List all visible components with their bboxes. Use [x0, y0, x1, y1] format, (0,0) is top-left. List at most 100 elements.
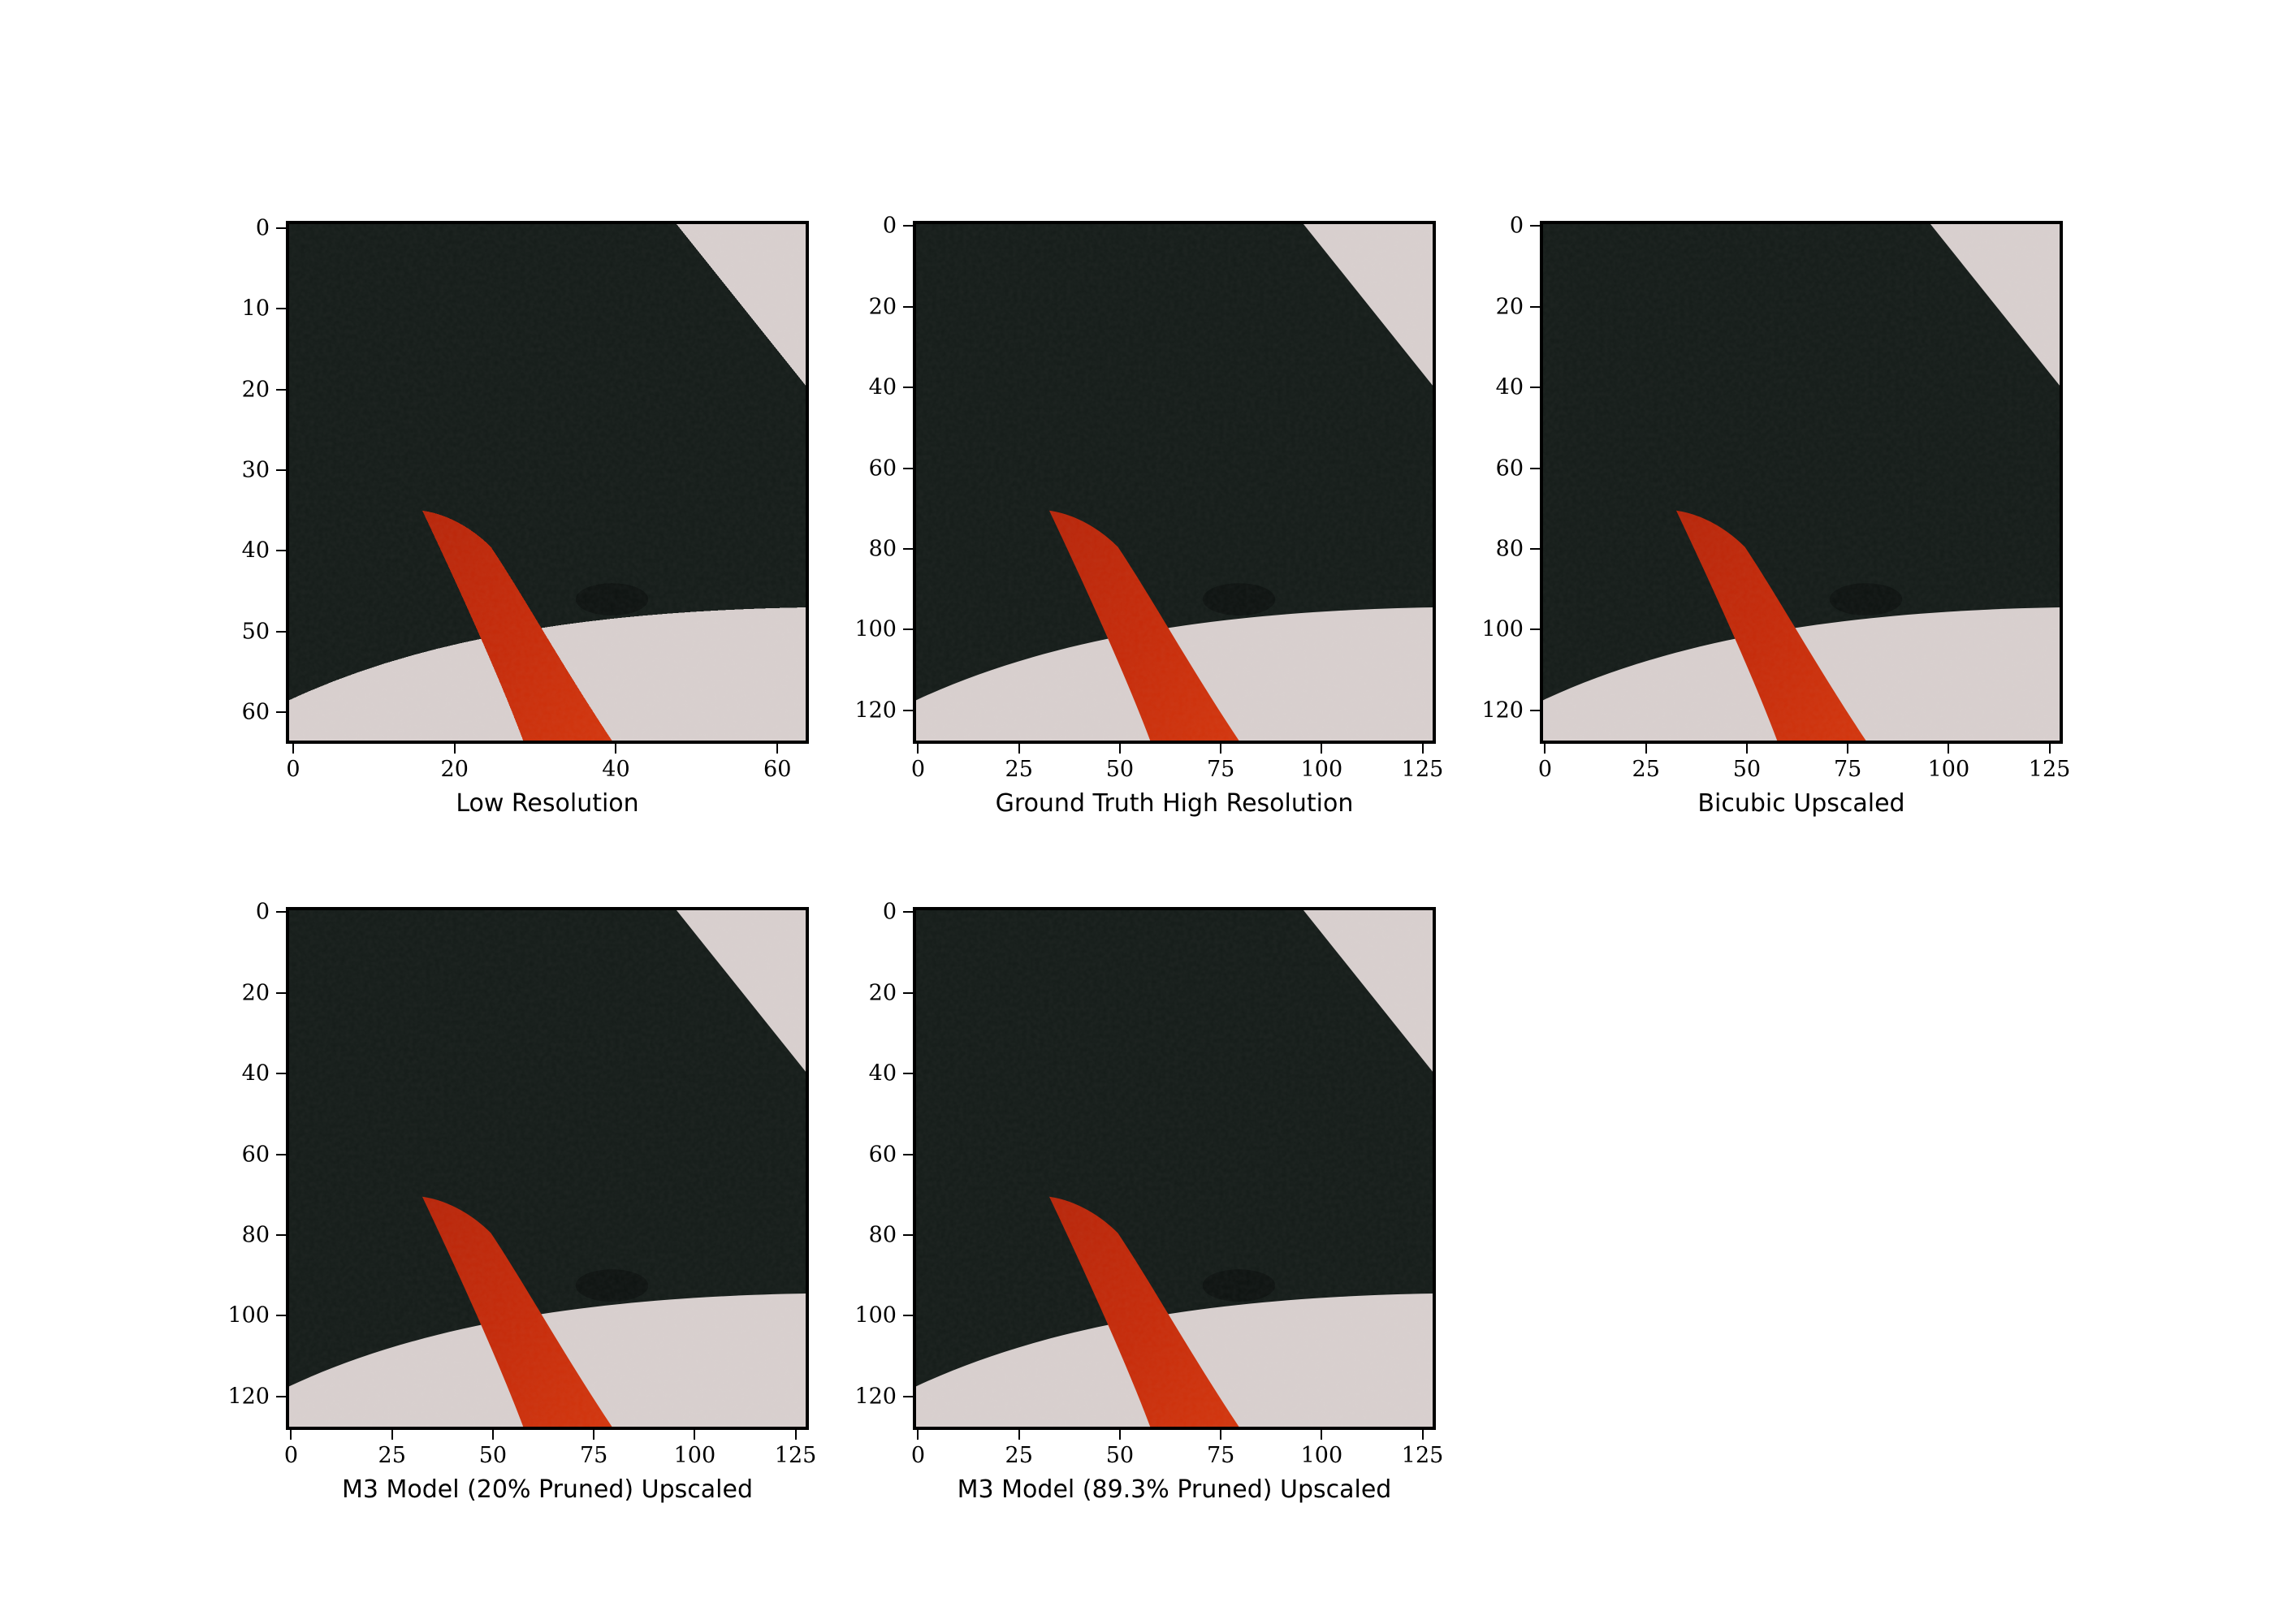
x-tick-label: 20	[440, 757, 469, 782]
y-tick-label: 60	[241, 1142, 270, 1168]
x-tick-label: 0	[1537, 757, 1553, 782]
y-tick-mark	[276, 469, 286, 472]
y-tick-label: 60	[868, 1142, 897, 1168]
y-tick-mark	[276, 1073, 286, 1075]
x-tick-mark	[453, 744, 456, 754]
y-tick-mark	[903, 387, 913, 389]
y-tick-mark	[276, 911, 286, 914]
x-tick-mark	[694, 1430, 696, 1440]
x-tick-label: 75	[1833, 757, 1862, 782]
y-tick-mark	[903, 628, 913, 631]
y-tick-label: 40	[868, 1060, 897, 1086]
x-tick-label: 100	[1300, 1443, 1343, 1468]
y-tick-mark	[276, 1233, 286, 1236]
x-tick-label: 50	[478, 1443, 508, 1468]
y-tick-mark	[903, 1073, 913, 1075]
y-tick-label: 40	[868, 374, 897, 400]
x-tick-mark	[794, 1430, 797, 1440]
x-tick-label: 100	[1300, 757, 1343, 782]
y-tick-mark	[1530, 225, 1540, 227]
x-tick-mark	[290, 1430, 292, 1440]
y-tick-mark	[903, 305, 913, 308]
y-tick-label: 10	[241, 296, 270, 322]
x-tick-mark	[1745, 744, 1748, 754]
y-tick-label: 120	[227, 1384, 270, 1410]
x-tick-label: 25	[1005, 757, 1033, 782]
image-plot-area	[286, 221, 809, 744]
y-tick-mark	[903, 911, 913, 914]
y-tick-label: 100	[854, 616, 897, 642]
y-tick-label: 60	[241, 699, 270, 725]
x-tick-mark	[491, 1430, 494, 1440]
y-tick-label: 50	[241, 619, 270, 645]
y-tick-label: 0	[882, 213, 897, 239]
x-tick-mark	[1645, 744, 1647, 754]
y-tick-mark	[1530, 305, 1540, 308]
x-tick-mark	[1421, 1430, 1424, 1440]
y-tick-mark	[276, 630, 286, 633]
panel-caption: Low Resolution	[456, 789, 639, 818]
x-tick-mark	[292, 744, 294, 754]
panel-caption: Bicubic Upscaled	[1697, 789, 1905, 818]
y-tick-mark	[903, 547, 913, 550]
x-tick-mark	[1321, 744, 1323, 754]
image-plot-area	[1540, 221, 2063, 744]
panel-caption: Ground Truth High Resolution	[995, 789, 1354, 818]
x-tick-mark	[917, 744, 919, 754]
y-tick-label: 80	[241, 1222, 270, 1248]
y-tick-mark	[276, 711, 286, 714]
y-tick-mark	[276, 991, 286, 994]
panel-caption: M3 Model (89.3% Pruned) Upscaled	[957, 1475, 1392, 1504]
x-tick-mark	[1847, 744, 1849, 754]
x-tick-label: 100	[1927, 757, 1970, 782]
y-tick-label: 100	[227, 1302, 270, 1328]
x-tick-label: 125	[2028, 757, 2071, 782]
y-tick-label: 20	[868, 980, 897, 1006]
y-tick-mark	[1530, 387, 1540, 389]
y-tick-label: 0	[255, 899, 270, 925]
y-tick-label: 120	[854, 1384, 897, 1410]
x-tick-mark	[1118, 744, 1121, 754]
y-tick-label: 60	[868, 456, 897, 482]
x-tick-label: 75	[1206, 757, 1235, 782]
y-tick-label: 0	[255, 215, 270, 241]
y-tick-label: 20	[241, 377, 270, 403]
y-tick-label: 120	[854, 698, 897, 723]
x-tick-mark	[1948, 744, 1950, 754]
x-tick-label: 50	[1105, 757, 1135, 782]
y-tick-mark	[276, 1395, 286, 1397]
x-tick-label: 60	[763, 757, 792, 782]
x-tick-label: 0	[286, 757, 300, 782]
image-plot-area	[286, 907, 809, 1430]
y-tick-mark	[903, 225, 913, 227]
x-tick-label: 40	[602, 757, 630, 782]
x-tick-mark	[1018, 1430, 1020, 1440]
x-tick-mark	[593, 1430, 595, 1440]
x-tick-label: 125	[1401, 757, 1444, 782]
x-tick-mark	[1220, 1430, 1222, 1440]
x-tick-label: 125	[1401, 1443, 1444, 1468]
y-tick-mark	[276, 1315, 286, 1317]
x-tick-label: 50	[1105, 1443, 1135, 1468]
x-tick-mark	[1220, 744, 1222, 754]
y-tick-label: 20	[868, 294, 897, 320]
y-tick-mark	[903, 1153, 913, 1155]
y-tick-mark	[276, 1153, 286, 1155]
y-tick-label: 0	[882, 899, 897, 925]
x-tick-mark	[615, 744, 617, 754]
x-tick-mark	[1544, 744, 1546, 754]
y-tick-mark	[903, 1233, 913, 1236]
x-tick-mark	[1421, 744, 1424, 754]
x-tick-label: 25	[1005, 1443, 1033, 1468]
image-plot-area	[913, 907, 1436, 1430]
y-tick-mark	[903, 467, 913, 469]
y-tick-mark	[276, 308, 286, 310]
x-tick-mark	[776, 744, 779, 754]
y-tick-label: 100	[1481, 616, 1524, 642]
y-tick-mark	[1530, 628, 1540, 631]
x-tick-mark	[1321, 1430, 1323, 1440]
x-tick-label: 25	[378, 1443, 406, 1468]
y-tick-label: 100	[854, 1302, 897, 1328]
y-tick-label: 80	[1495, 536, 1524, 562]
y-tick-mark	[903, 1395, 913, 1397]
